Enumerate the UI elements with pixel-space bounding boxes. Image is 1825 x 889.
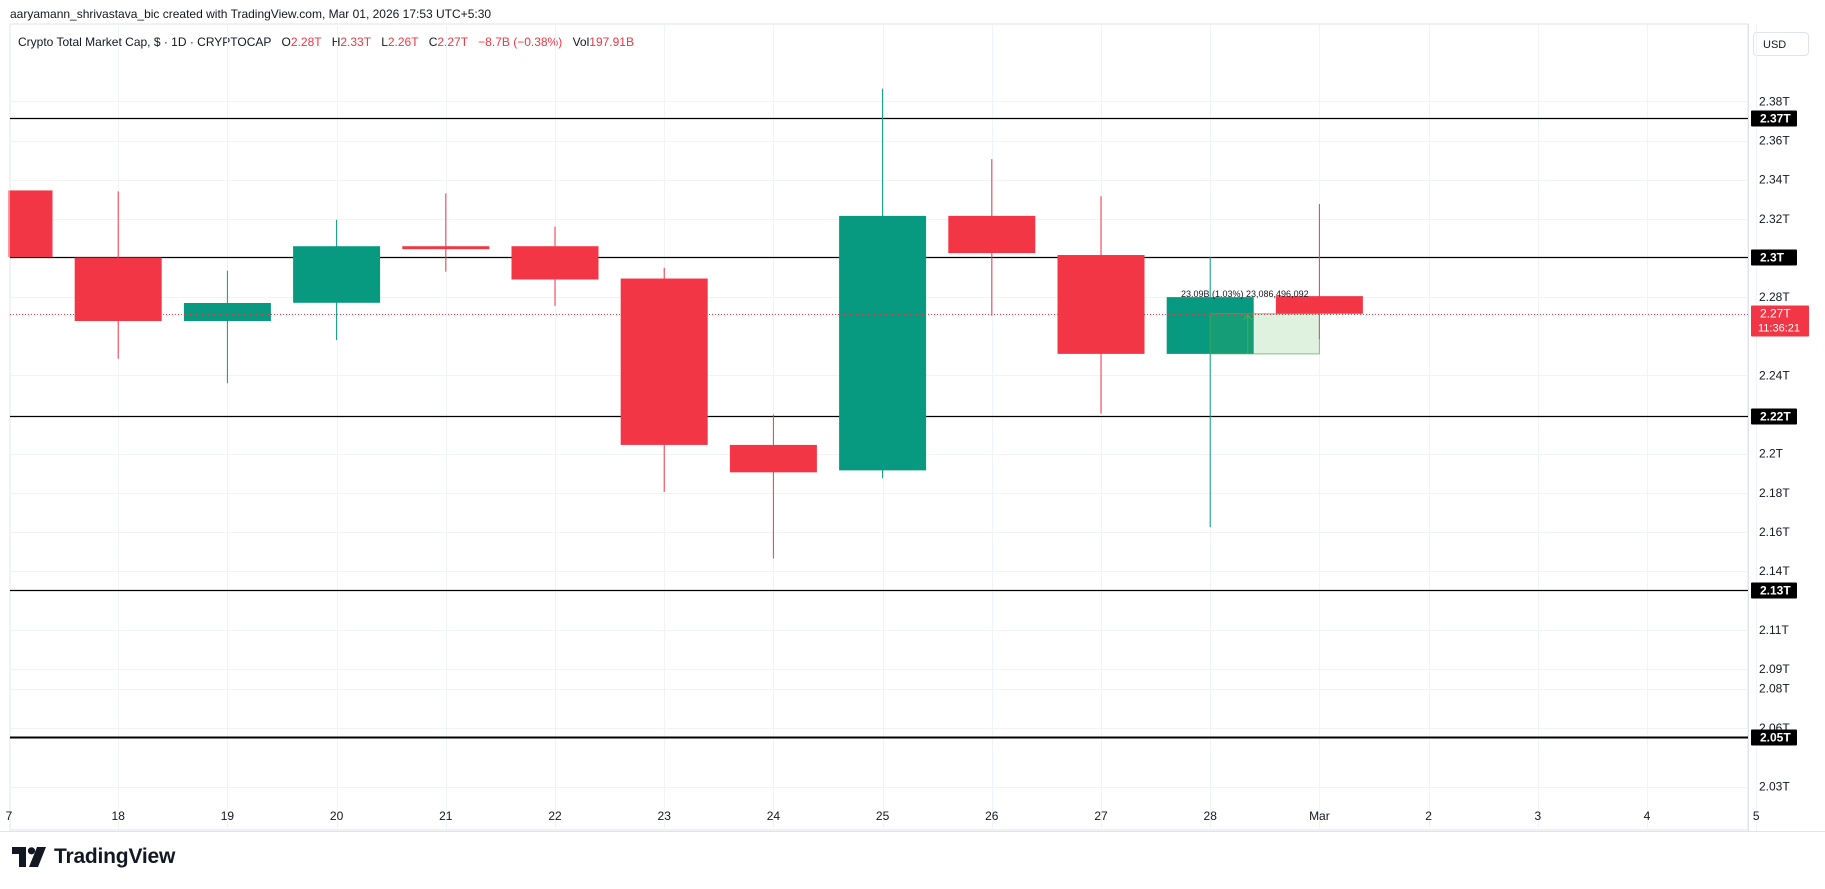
candle[interactable] [183,270,271,384]
candle-body [839,215,927,471]
time-axis-tick-label: 3 [1534,809,1541,823]
price-axis-tick-label: 2.2T [1759,447,1784,461]
time-axis-tick-label: 25 [876,809,890,823]
volume-value: 197.91B [589,35,634,49]
candle-body [511,246,599,280]
level-price-label: 2.3T [1760,251,1785,265]
level-price-label: 2.13T [1760,584,1791,598]
time-axis-tick-label: 22 [548,809,562,823]
time-axis-tick-label: 18 [112,809,126,823]
tradingview-logo-text: TradingView [54,845,176,868]
candle-body [183,302,271,322]
measure-arrow-head [1243,313,1253,321]
candle[interactable] [293,219,381,341]
open-value: 2.28T [290,35,322,49]
low-value: 2.26T [387,35,419,49]
time-axis-tick-label: 7 [6,809,13,823]
price-axis-tick-label: 2.03T [1759,780,1790,794]
tradingview-logo-icon [12,847,46,867]
candle-body [402,246,490,250]
candle[interactable] [8,190,53,257]
candle[interactable] [839,88,927,479]
candle-body [10,190,53,257]
time-axis-tick-label: 5 [1753,809,1760,823]
candle[interactable] [948,159,1036,316]
price-axis-tick-label: 2.08T [1759,682,1790,696]
time-axis-tick-label: 28 [1204,809,1218,823]
attribution-text: aaryamann_shrivastava_bic created with T… [10,7,492,21]
close-value: 2.27T [437,35,468,49]
candle[interactable] [729,414,817,559]
time-axis-tick-label: 20 [330,809,344,823]
time-axis-tick-label: 2 [1425,809,1432,823]
low-label: L [381,35,388,49]
time-axis-tick-label: 23 [658,809,672,823]
price-axis-tick-label: 2.11T [1759,623,1789,637]
open-label: O [281,35,291,49]
level-price-badge [1751,582,1797,599]
level-price-label: 2.22T [1760,410,1791,424]
currency-button[interactable]: USD [1753,32,1809,56]
time-axis-tick-label: 24 [767,809,781,823]
time-axis-tick-label: 21 [439,809,453,823]
price-range-measure-box[interactable] [1209,313,1320,355]
candle-body [729,444,817,473]
time-axis-tick-label: 26 [985,809,999,823]
last-price-label: 2.27T [1760,307,1791,321]
candle[interactable] [402,193,490,272]
last-price-badge [1751,305,1809,337]
high-value: 2.33T [340,35,371,49]
price-axis-tick-label: 2.34T [1759,173,1790,187]
candle-body [293,246,381,303]
close-label: C [428,35,438,49]
time-axis-tick-label: Mar [1309,809,1330,823]
candle-body [620,278,708,445]
candle[interactable] [620,267,708,492]
time-axis-tick-label: 4 [1644,809,1651,823]
high-label: H [331,35,341,49]
price-axis-tick-label: 2.28T [1759,290,1790,304]
level-price-badge [1751,408,1797,425]
symbol-title[interactable]: Crypto Total Market Cap, $ · 1D · CRYPTO… [18,35,272,49]
candle-body [1275,296,1363,314]
price-axis-tick-label: 2.09T [1759,662,1790,676]
time-axis-tick-label: 19 [221,809,235,823]
price-axis-tick-label: 2.36T [1759,134,1790,148]
candle[interactable] [511,226,599,306]
change-value: −8.7B (−0.38%) [478,35,563,49]
volume-label: Vol [572,35,590,49]
candle-body [74,257,162,322]
price-axis-tick-label: 2.18T [1759,486,1790,500]
level-price-label: 2.05T [1760,731,1791,745]
price-axis-tick-label: 2.24T [1759,368,1790,382]
level-price-badge [1751,249,1797,266]
price-axis-tick-label: 2.32T [1759,212,1790,226]
time-axis-tick-label: 27 [1094,809,1108,823]
price-axis-tick-label: 2.16T [1759,525,1790,539]
candle-body [1057,255,1145,354]
symbol-legend: Crypto Total Market Cap, $ · 1D · CRYPTO… [18,35,634,49]
candle[interactable] [1057,196,1145,414]
tradingview-logo[interactable]: TradingView [12,845,175,869]
level-price-label: 2.37T [1760,112,1791,126]
price-axis-tick-label: 2.14T [1759,564,1790,578]
price-axis-tick-label: 2.38T [1759,94,1790,108]
level-price-badge [1751,729,1797,746]
level-price-badge [1751,110,1797,127]
candle[interactable] [74,191,162,359]
countdown-label: 11:36:21 [1758,323,1800,335]
measure-label: 23.09B (1.03%) 23,086,496,092 [1181,289,1309,299]
candle-body [948,215,1036,254]
